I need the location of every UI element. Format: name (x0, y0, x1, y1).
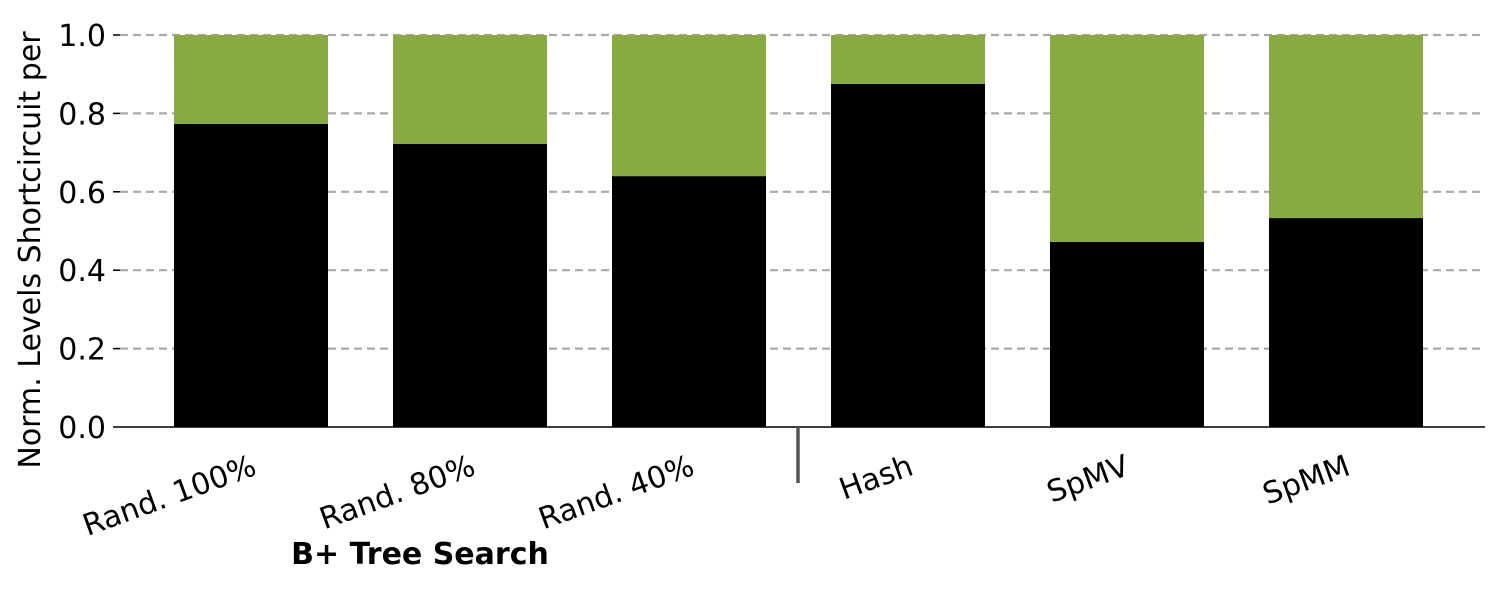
y-tick-label: 0.4 (58, 254, 106, 289)
y-tick-labels: 0.0 0.2 0.4 0.6 0.8 1.0 (58, 19, 120, 446)
bar-segment-bottom (612, 176, 766, 427)
x-tick-label: Rand. 40% (534, 449, 699, 537)
y-tick-label: 1.0 (58, 19, 106, 54)
bar-segment-bottom (831, 84, 985, 427)
x-tick-label: Hash (835, 449, 918, 508)
bar-segment-bottom (1269, 218, 1423, 427)
axes (120, 426, 1485, 483)
group-label-b-tree-search: B+ Tree Search (291, 537, 549, 572)
x-tick-label: Rand. 80% (315, 449, 480, 537)
bar-segment-top (393, 35, 547, 144)
bars (174, 35, 1423, 427)
y-axis-label: Norm. Levels Shortcircuit per (13, 31, 48, 469)
x-tick-label: Rand. 100% (78, 449, 260, 544)
x-tick-label: SpMV (1042, 448, 1134, 510)
x-tick-labels: Rand. 100% Rand. 80% Rand. 40% Hash SpMV SpMM (78, 448, 1354, 543)
x-tick-label: SpMM (1258, 449, 1354, 513)
grid-lines (120, 33, 1485, 350)
bar-segment-bottom (174, 123, 328, 427)
y-tick-label: 0.8 (58, 97, 106, 132)
bar-segment-top (1050, 35, 1204, 242)
bar-segment-top (612, 35, 766, 177)
bar-segment-top (831, 35, 985, 84)
y-tick-label: 0.2 (58, 333, 106, 368)
bar-segment-top (174, 35, 328, 124)
bar-segment-top (1269, 35, 1423, 219)
y-tick-label: 0.6 (58, 176, 106, 211)
y-tick-label: 0.0 (58, 411, 106, 446)
bar-segment-bottom (1050, 241, 1204, 427)
bar-segment-bottom (393, 143, 547, 427)
